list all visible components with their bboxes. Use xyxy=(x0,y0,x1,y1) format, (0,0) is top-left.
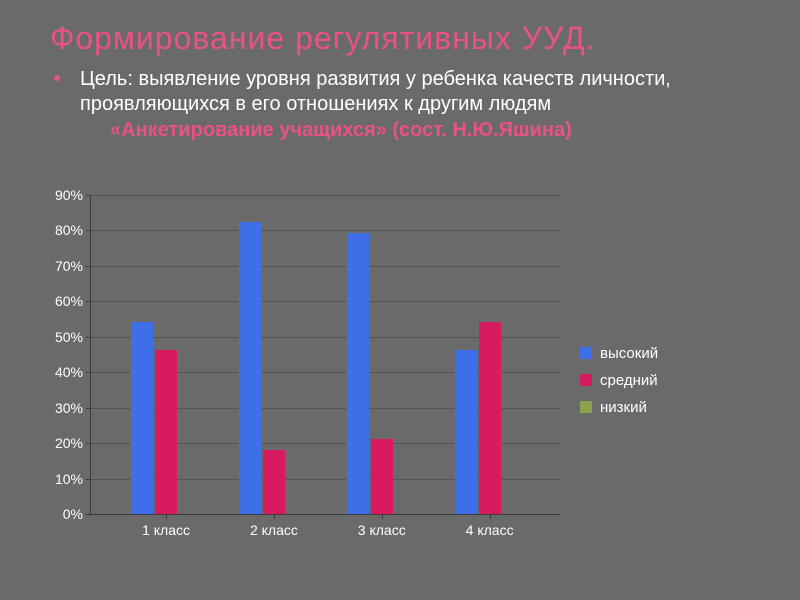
bar-group xyxy=(347,233,417,514)
bar xyxy=(263,450,285,514)
chart-legend: высокий средний низкий xyxy=(560,195,710,565)
legend-label: средний xyxy=(600,372,658,389)
ytick-label: 40% xyxy=(55,364,91,380)
bar xyxy=(155,350,177,514)
xtick-label: 4 класс xyxy=(466,522,514,538)
gridline xyxy=(91,230,560,231)
bar xyxy=(371,439,393,514)
xtick-mark xyxy=(166,514,167,519)
bar xyxy=(347,233,369,514)
ytick-label: 20% xyxy=(55,435,91,451)
legend-swatch-icon xyxy=(580,401,592,413)
legend-item: высокий xyxy=(580,345,710,362)
goal-text: Цель: выявление уровня развития у ребенк… xyxy=(80,67,740,117)
bar xyxy=(131,322,153,514)
slide: Формирование регулятивных УУД. Цель: выя… xyxy=(0,0,800,600)
ytick-label: 0% xyxy=(63,506,91,522)
legend-label: низкий xyxy=(600,399,647,416)
plot-area: 0%10%20%30%40%50%60%70%80%90%1 класс2 кл… xyxy=(90,195,560,515)
legend-swatch-icon xyxy=(580,347,592,359)
gridline xyxy=(91,266,560,267)
plot-column: 0%10%20%30%40%50%60%70%80%90%1 класс2 кл… xyxy=(90,195,560,565)
bar xyxy=(455,350,477,514)
xtick-label: 2 класс xyxy=(250,522,298,538)
gridline xyxy=(91,301,560,302)
bar-group xyxy=(239,222,309,514)
gridline xyxy=(91,195,560,196)
subtitle-text: «Анкетирование учащихся» (сост. Н.Ю.Яшин… xyxy=(80,119,740,142)
xtick-mark xyxy=(274,514,275,519)
bar xyxy=(239,222,261,514)
ytick-label: 50% xyxy=(55,329,91,345)
bar-group xyxy=(131,322,201,514)
bullet-icon xyxy=(54,75,60,81)
ytick-label: 90% xyxy=(55,187,91,203)
ytick-label: 10% xyxy=(55,471,91,487)
bar xyxy=(479,322,501,514)
ytick-label: 80% xyxy=(55,222,91,238)
ytick-label: 70% xyxy=(55,258,91,274)
bar-chart: 0%10%20%30%40%50%60%70%80%90%1 класс2 кл… xyxy=(90,195,710,565)
slide-body: Цель: выявление уровня развития у ребенк… xyxy=(0,67,800,142)
legend-label: высокий xyxy=(600,345,658,362)
slide-title: Формирование регулятивных УУД. xyxy=(0,0,800,67)
legend-item: средний xyxy=(580,372,710,389)
xtick-mark xyxy=(382,514,383,519)
xtick-mark xyxy=(490,514,491,519)
legend-swatch-icon xyxy=(580,374,592,386)
legend-item: низкий xyxy=(580,399,710,416)
xtick-label: 3 класс xyxy=(358,522,406,538)
ytick-label: 30% xyxy=(55,400,91,416)
ytick-label: 60% xyxy=(55,293,91,309)
bar-group xyxy=(455,322,525,514)
xtick-label: 1 класс xyxy=(142,522,190,538)
